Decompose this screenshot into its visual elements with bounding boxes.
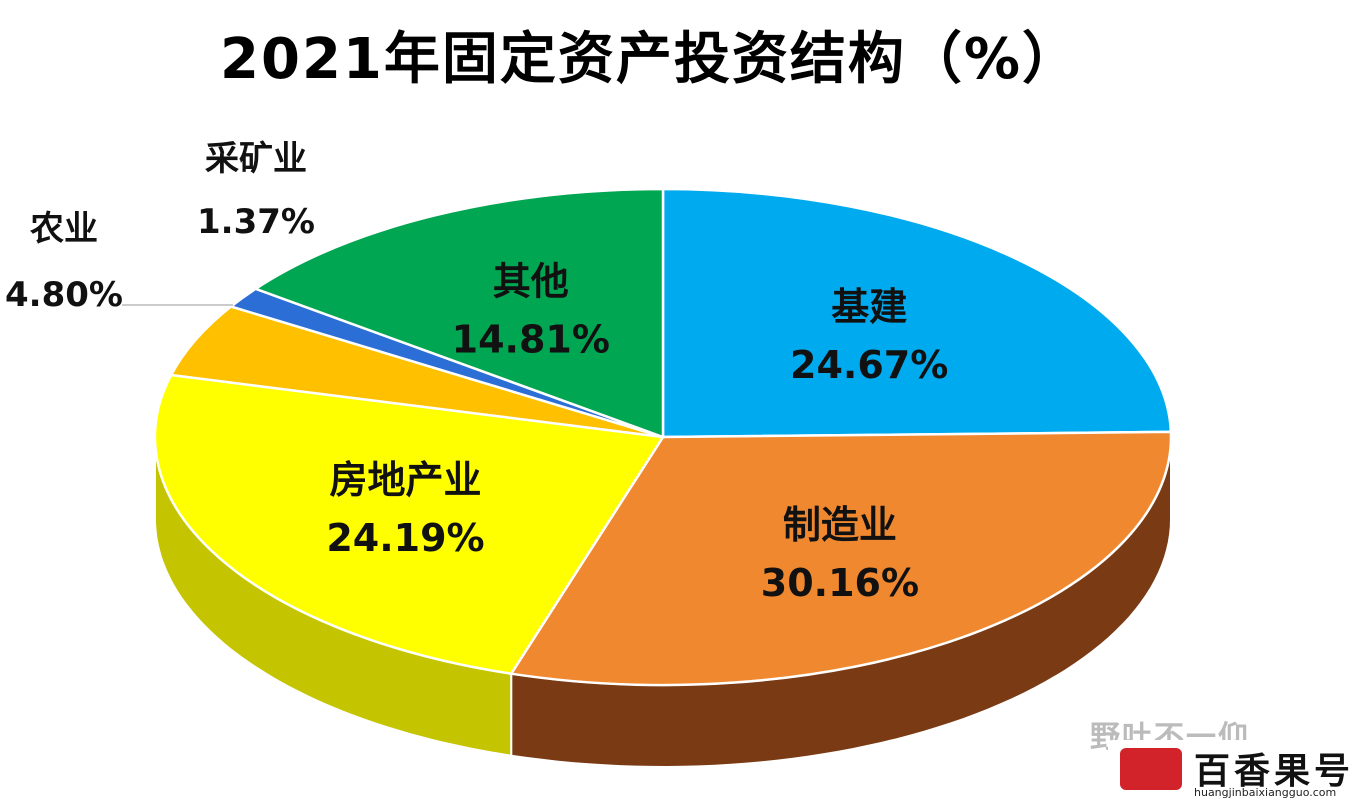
chart-title: 2021年固定资产投资结构（%） xyxy=(220,27,1080,92)
watermark: 百香果号 huangjinbaixiangguo.com xyxy=(1108,740,1364,802)
slice-5 xyxy=(252,187,665,439)
slice-label-value-2: 24.19% xyxy=(326,516,484,560)
watermark-brand: 百香果号 xyxy=(1194,751,1355,792)
slice-label-name-4: 采矿业 xyxy=(205,139,307,179)
slice-label-value-0: 24.67% xyxy=(790,343,948,387)
pie-slices xyxy=(153,187,1173,687)
slice-label-name-1: 制造业 xyxy=(783,503,897,547)
slice-labels: 基建 24.67% 制造业 30.16% 房地产业 24.19% 其他 14.81% 农业 4.8… xyxy=(5,139,948,605)
watermark-logo-icon xyxy=(1120,748,1182,790)
slice-label-name-0: 基建 xyxy=(831,285,907,329)
slice-1 xyxy=(509,430,1173,687)
slice-label-value-4: 1.37% xyxy=(197,202,315,242)
watermark-url: huangjinbaixiangguo.com xyxy=(1194,786,1337,799)
slice-label-value-1: 30.16% xyxy=(761,561,919,605)
slice-2 xyxy=(153,373,666,676)
slice-0 xyxy=(661,187,1173,439)
slice-label-name-5: 其他 xyxy=(493,260,569,304)
slice-label-value-3: 4.80% xyxy=(5,275,123,315)
slice-label-value-5: 14.81% xyxy=(452,318,610,362)
slice-label-name-2: 房地产业 xyxy=(329,458,481,502)
slice-label-name-3: 农业 xyxy=(30,209,98,249)
slice-3 xyxy=(169,305,664,439)
